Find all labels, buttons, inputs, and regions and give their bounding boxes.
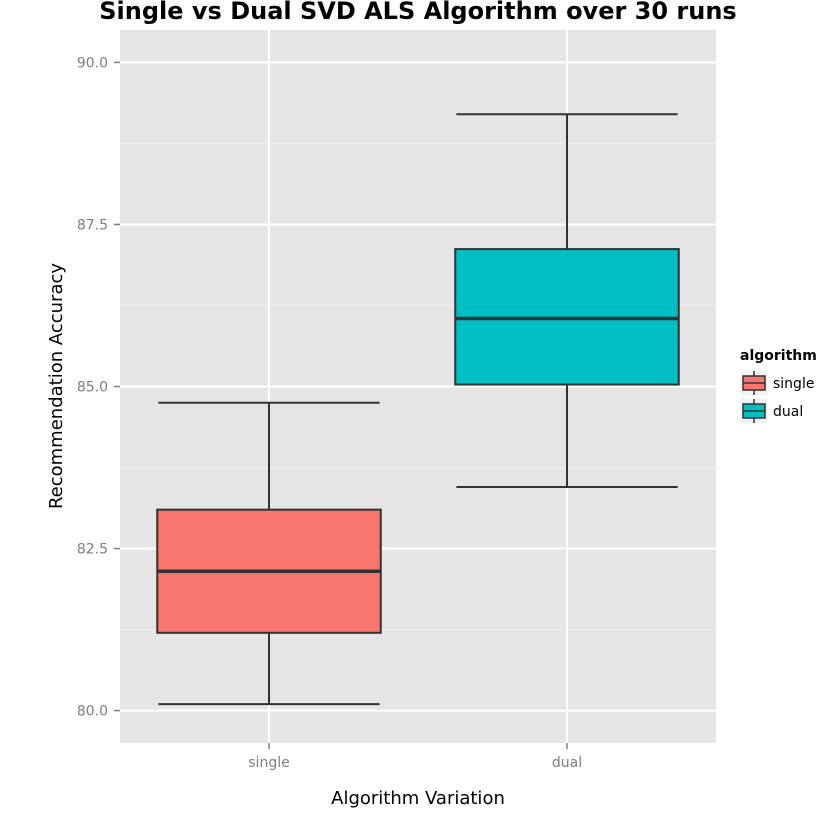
x-tick-label: single — [248, 755, 289, 771]
legend-title: algorithm — [740, 348, 817, 364]
boxes-group — [156, 113, 680, 706]
y-axis: 80.0 82.5 85.0 87.5 90.0 — [77, 55, 120, 720]
legend-key-single — [739, 369, 769, 397]
y-tick-label: 80.0 — [77, 704, 108, 720]
x-tick-label: dual — [552, 755, 582, 771]
x-axis: single dual — [248, 743, 582, 771]
legend-label-dual: dual — [773, 404, 803, 420]
x-axis-title: Algorithm Variation — [331, 788, 505, 809]
y-tick-label: 87.5 — [77, 217, 108, 233]
box-single — [156, 401, 382, 706]
y-tick-label: 90.0 — [77, 55, 108, 71]
legend: algorithm single dual — [739, 348, 817, 425]
box-dual — [454, 113, 680, 488]
y-tick-label: 82.5 — [77, 542, 108, 558]
y-axis-title: Recommendation Accuracy — [46, 263, 67, 509]
legend-key-dual — [739, 397, 769, 425]
y-tick-label: 85.0 — [77, 380, 108, 396]
chart-title: Single vs Dual SVD ALS Algorithm over 30… — [99, 0, 736, 25]
legend-label-single: single — [773, 376, 814, 392]
